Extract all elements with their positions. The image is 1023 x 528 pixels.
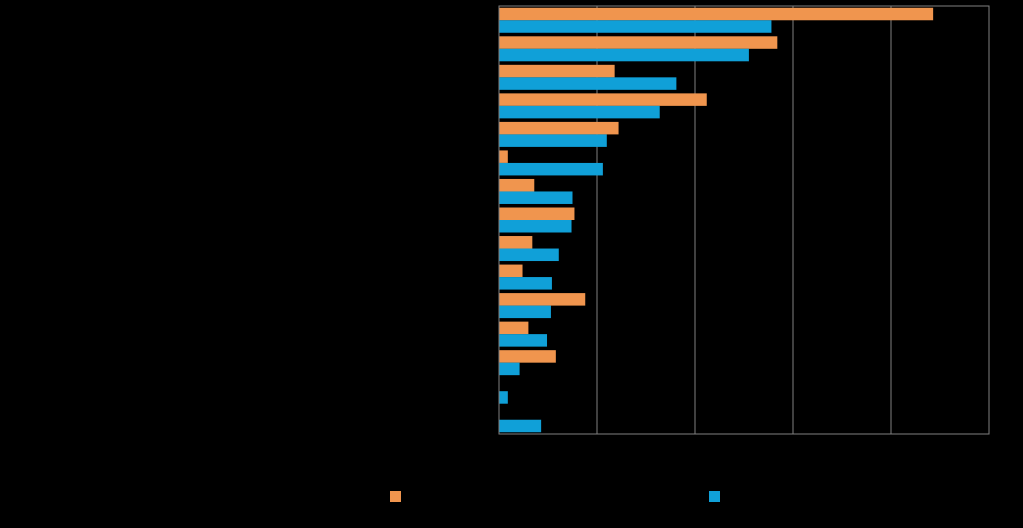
- bar-series-2-category-2: [499, 48, 749, 62]
- bar-series-1-category-3: [499, 64, 615, 78]
- bar-series-1-category-10: [499, 264, 523, 278]
- axes: [498, 5, 990, 435]
- bar-series-2-category-7: [499, 191, 573, 204]
- bar-series-2-category-6: [499, 162, 603, 176]
- bar-series-2-category-11: [499, 305, 551, 319]
- bar-series-1-category-11: [499, 293, 586, 306]
- bar-series-1-category-6: [499, 150, 508, 163]
- bar-series-2-category-4: [499, 105, 660, 119]
- bar-series-1-category-5: [499, 121, 619, 135]
- bar-series-2-category-8: [499, 220, 572, 233]
- bar-series-1-category-9: [499, 236, 533, 249]
- bar-series-2-category-13: [499, 362, 520, 376]
- bar-series-2-category-14: [499, 391, 508, 404]
- gridlines: [596, 6, 892, 434]
- bar-series-2-category-3: [499, 77, 677, 90]
- bar-series-1-category-7: [499, 178, 535, 192]
- bar-series-1-category-4: [499, 93, 707, 106]
- legend-swatch-series-1: [390, 491, 401, 502]
- bars: [499, 7, 934, 433]
- bar-series-1-category-13: [499, 350, 556, 363]
- bar-series-2-category-12: [499, 334, 548, 347]
- bar-series-1-category-8: [499, 207, 575, 220]
- plot-frame: [498, 5, 990, 435]
- bar-series-1-category-1: [499, 7, 934, 21]
- bar-series-2-category-9: [499, 248, 559, 262]
- bar-series-2-category-15: [499, 419, 542, 433]
- legend-swatch-series-2: [709, 491, 720, 502]
- bar-series-2-category-5: [499, 134, 607, 147]
- bar-series-1-category-2: [499, 36, 778, 49]
- legend: [390, 491, 720, 502]
- bar-series-1-category-12: [499, 321, 529, 335]
- bar-series-2-category-10: [499, 277, 552, 290]
- bar-series-2-category-1: [499, 20, 772, 33]
